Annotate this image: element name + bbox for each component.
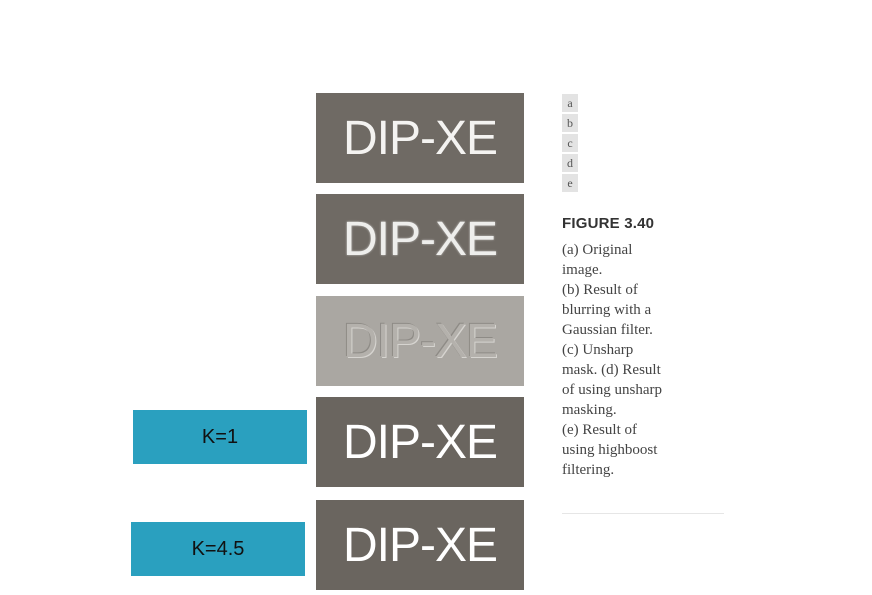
panel-c-text: DIP-XE	[342, 314, 498, 368]
panel-a-original: DIP-XE	[316, 93, 524, 183]
panel-e-text: DIP-XE	[342, 518, 498, 572]
figure-caption: (a) Original image. (b) Result of blurri…	[562, 242, 662, 478]
figure-title: FIGURE 3.40	[562, 215, 655, 232]
panel-b-blurred: DIP-XE	[316, 194, 524, 284]
panel-d-unsharp-masking: DIP-XE	[316, 397, 524, 487]
panel-b-text: DIP-XE	[342, 212, 498, 266]
panel-label-b: b	[562, 114, 578, 132]
panel-label-a: a	[562, 94, 578, 112]
panel-label-c: c	[562, 134, 578, 152]
panel-label-e: e	[562, 174, 578, 192]
k-label-1: K=1	[201, 425, 239, 448]
panel-e-highboost: DIP-XE	[316, 500, 524, 590]
k-label-box-1: K=1	[133, 410, 307, 464]
panel-a-text: DIP-XE	[342, 111, 498, 165]
k-label-box-2: K=4.5	[131, 522, 305, 576]
panel-label-d: d	[562, 154, 578, 172]
k-label-2: K=4.5	[191, 537, 245, 560]
panel-c-unsharp-mask: DIP-XE	[316, 296, 524, 386]
panel-d-text: DIP-XE	[342, 415, 498, 469]
caption-divider	[562, 513, 724, 514]
panel-label-column: a b c d e	[562, 94, 578, 194]
